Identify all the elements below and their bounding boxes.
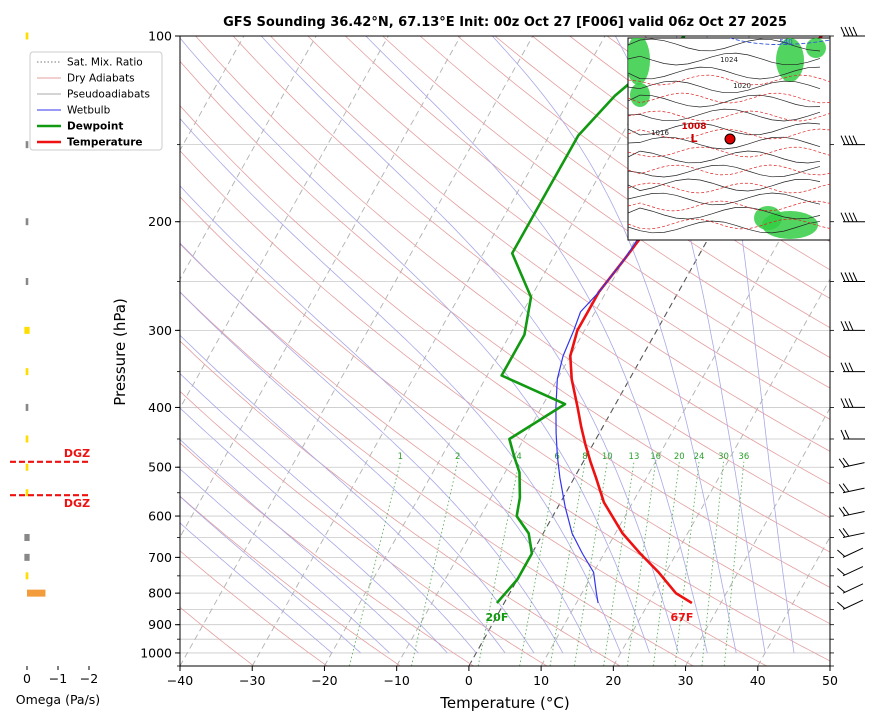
x-tick-label: 50 [822, 673, 838, 688]
legend: Sat. Mix. Ratio Dry Adiabats Pseudoadiabat… [30, 52, 162, 150]
x-tick-label: 30 [678, 673, 694, 688]
omega-bar [26, 572, 29, 579]
chart-title: GFS Sounding 36.42°N, 67.13°E Init: 00z … [223, 15, 787, 30]
omega-bar [26, 368, 29, 375]
omega-bar [26, 141, 29, 148]
surface-temp-label: 67F [671, 611, 694, 624]
mixing-ratio-label: 4 [516, 452, 521, 462]
y-tick-label: 200 [148, 214, 172, 229]
omega-bar [26, 218, 29, 225]
mixing-ratio-label: 30 [718, 452, 729, 462]
mixing-ratio-label: 16 [650, 452, 661, 462]
x-tick-label: −10 [383, 673, 409, 688]
y-tick-label: 500 [148, 460, 172, 475]
x-tick-label: 10 [533, 673, 549, 688]
x-tick-label: 0 [465, 673, 473, 688]
mixing-ratio-label: 24 [694, 452, 705, 462]
omega-bar [26, 464, 29, 471]
omega-bar [24, 327, 29, 334]
mixing-ratio-label: 20 [674, 452, 685, 462]
omega-bar [24, 554, 29, 561]
omega-bar [27, 590, 45, 597]
mixing-ratio-label: 13 [629, 452, 640, 462]
omega-axis-label: Omega (Pa/s) [16, 692, 100, 707]
y-tick-label: 600 [148, 509, 172, 524]
inset-map-label: 1020 [733, 82, 751, 90]
dgz-label: DGZ [64, 447, 90, 460]
legend-entry: Sat. Mix. Ratio [67, 57, 143, 69]
mixing-ratio-label: 1 [398, 452, 403, 462]
legend-entry: Dry Adiabats [67, 73, 135, 85]
mixing-ratio-label: 36 [738, 452, 749, 462]
omega-bar [26, 278, 29, 285]
legend-entry: Pseudoadiabats [67, 89, 150, 101]
omega-bar [26, 33, 29, 40]
y-tick-label: 300 [148, 323, 172, 338]
inset-map-label: 1016 [651, 129, 669, 137]
inset-map-label: L [690, 132, 697, 145]
x-tick-label: −20 [311, 673, 337, 688]
legend-entry: Dewpoint [67, 121, 123, 133]
legend-entry: Wetbulb [67, 105, 111, 117]
inset-map-label: 540 [779, 38, 792, 46]
location-marker [725, 134, 735, 144]
omega-bar [26, 435, 29, 442]
x-tick-label: −30 [239, 673, 265, 688]
x-tick-label: 20 [605, 673, 621, 688]
surface-dewpoint-label: 20F [486, 611, 509, 624]
omega-tick-label: −2 [80, 671, 98, 686]
omega-bar [26, 404, 29, 411]
y-tick-label: 1000 [140, 645, 172, 660]
y-axis-label: Pressure (hPa) [111, 298, 129, 406]
mixing-ratio-label: 10 [602, 452, 613, 462]
omega-bar [24, 534, 29, 541]
y-tick-label: 400 [148, 400, 172, 415]
x-tick-label: −40 [167, 673, 193, 688]
y-tick-label: 900 [148, 617, 172, 632]
y-tick-label: 700 [148, 550, 172, 565]
y-tick-label: 100 [148, 29, 172, 44]
y-tick-label: 800 [148, 586, 172, 601]
legend-entry: Temperature [67, 137, 143, 149]
mixing-ratio-label: 2 [455, 452, 460, 462]
omega-tick-label: 0 [23, 671, 31, 686]
dgz-label: DGZ [64, 497, 90, 510]
inset-map-label: 1008 [681, 122, 706, 132]
inset-map-label: 1024 [720, 56, 738, 64]
omega-bar [26, 489, 29, 496]
x-axis-label: Temperature (°C) [439, 694, 569, 712]
x-tick-label: 40 [750, 673, 766, 688]
omega-tick-label: −1 [49, 671, 67, 686]
